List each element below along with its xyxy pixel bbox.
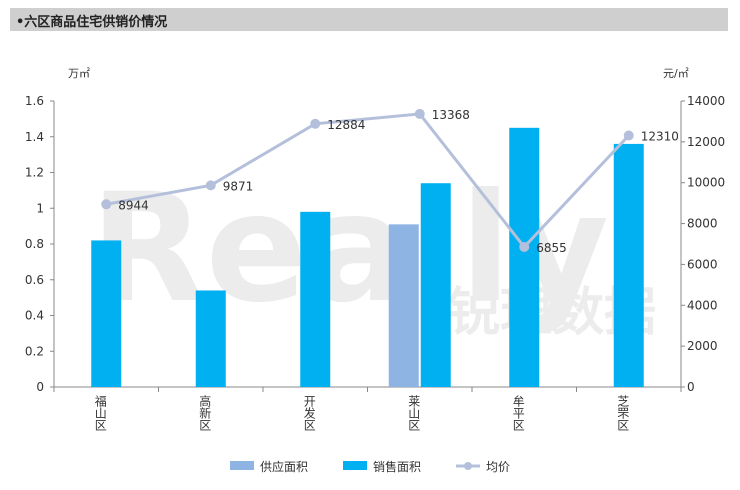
sales-bar bbox=[300, 211, 331, 387]
price-point bbox=[414, 108, 425, 119]
y-left-unit: 万㎡ bbox=[68, 67, 90, 80]
sales-bar bbox=[613, 143, 644, 387]
sales-bar bbox=[195, 290, 226, 387]
y-right-tick-label: 4000 bbox=[687, 298, 718, 312]
x-tick-label: 高新区 bbox=[198, 394, 212, 431]
y-right-tick-label: 8000 bbox=[687, 217, 718, 231]
price-data-label: 8944 bbox=[118, 198, 149, 212]
price-point bbox=[205, 180, 216, 191]
y-left-tick-label: 1.2 bbox=[25, 166, 44, 180]
y-right-unit: 元/㎡ bbox=[663, 67, 689, 80]
price-line bbox=[105, 112, 630, 250]
sales-bar bbox=[509, 127, 540, 387]
price-point bbox=[519, 241, 530, 252]
y-right-tick-label: 12000 bbox=[687, 135, 725, 149]
x-tick-label: 牟平区 bbox=[511, 394, 525, 431]
legend-label: 销售面积 bbox=[373, 459, 421, 474]
price-point bbox=[101, 199, 112, 210]
section-header: •六区商品住宅供销价情况 bbox=[10, 8, 728, 31]
legend-label: 供应面积 bbox=[260, 459, 308, 474]
legend-swatch bbox=[230, 461, 254, 470]
sales-bar bbox=[91, 240, 122, 387]
y-left-tick-label: 0.6 bbox=[25, 273, 44, 287]
y-left-tick-label: 0.4 bbox=[25, 309, 44, 323]
sales-bar bbox=[420, 183, 451, 387]
x-tick-label: 开发区 bbox=[302, 395, 316, 431]
y-right-tick-label: 10000 bbox=[687, 176, 725, 190]
y-left-tick-label: 0.8 bbox=[25, 237, 44, 251]
x-tick-label: 芝罘区 bbox=[616, 394, 630, 431]
price-point bbox=[623, 130, 634, 141]
price-data-label: 9871 bbox=[223, 179, 254, 193]
price-data-label: 12884 bbox=[327, 118, 365, 132]
y-left-tick-label: 1.4 bbox=[25, 130, 44, 144]
x-tick-label: 莱山区 bbox=[407, 395, 421, 431]
price-point bbox=[310, 118, 321, 129]
y-left-tick-label: 0.2 bbox=[25, 344, 44, 358]
price-data-label: 6855 bbox=[536, 241, 567, 255]
y-left-tick-label: 1.6 bbox=[25, 94, 44, 108]
chart-title: •六区商品住宅供销价情况 bbox=[16, 15, 168, 30]
legend-marker bbox=[464, 462, 472, 470]
x-tick-label: 福山区 bbox=[93, 394, 107, 431]
y-left-tick-label: 0 bbox=[36, 380, 44, 394]
y-right-tick-label: 14000 bbox=[687, 94, 725, 108]
price-data-label: 12310 bbox=[641, 130, 679, 144]
y-right-tick-label: 2000 bbox=[687, 339, 718, 353]
y-right-tick-label: 0 bbox=[687, 380, 695, 394]
legend-label: 均价 bbox=[486, 460, 510, 474]
y-left-tick-label: 1 bbox=[36, 201, 44, 215]
price-data-label: 13368 bbox=[432, 108, 470, 122]
supply-bar bbox=[388, 224, 419, 387]
legend-swatch bbox=[343, 461, 367, 470]
y-right-tick-label: 6000 bbox=[687, 257, 718, 271]
